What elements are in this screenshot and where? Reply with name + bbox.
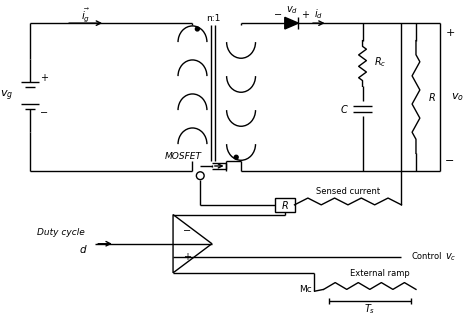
Text: +: + xyxy=(301,10,309,20)
Text: Control: Control xyxy=(411,252,442,261)
Text: Mc: Mc xyxy=(299,285,312,294)
Circle shape xyxy=(195,27,199,31)
Text: $i_d$: $i_d$ xyxy=(314,8,323,21)
Text: $\vec{i_g}$: $\vec{i_g}$ xyxy=(81,7,91,24)
Text: $v_d$: $v_d$ xyxy=(285,5,298,16)
Text: Duty cycle: Duty cycle xyxy=(37,228,85,236)
Text: −: − xyxy=(40,108,48,118)
Text: +: + xyxy=(445,28,455,38)
Text: n:1: n:1 xyxy=(206,14,220,23)
Text: $R_c$: $R_c$ xyxy=(374,55,387,69)
Text: $R$: $R$ xyxy=(281,199,289,211)
Bar xyxy=(275,198,294,212)
Text: −: − xyxy=(274,10,282,20)
Text: $C$: $C$ xyxy=(340,103,349,115)
Text: $v_o$: $v_o$ xyxy=(451,91,464,103)
Text: +: + xyxy=(40,73,48,83)
Text: −: − xyxy=(445,156,455,166)
Text: External ramp: External ramp xyxy=(350,269,410,278)
Circle shape xyxy=(234,155,238,159)
Text: +: + xyxy=(182,252,191,262)
Text: $R$: $R$ xyxy=(428,91,436,103)
Text: $d$: $d$ xyxy=(79,243,87,255)
Text: MOSFET: MOSFET xyxy=(164,152,201,161)
Text: $T_s$: $T_s$ xyxy=(364,302,375,316)
Text: −: − xyxy=(182,226,191,235)
Text: $v_g$: $v_g$ xyxy=(0,88,13,103)
Text: $v_c$: $v_c$ xyxy=(445,251,456,263)
Polygon shape xyxy=(285,17,299,29)
Text: Sensed current: Sensed current xyxy=(316,187,380,196)
